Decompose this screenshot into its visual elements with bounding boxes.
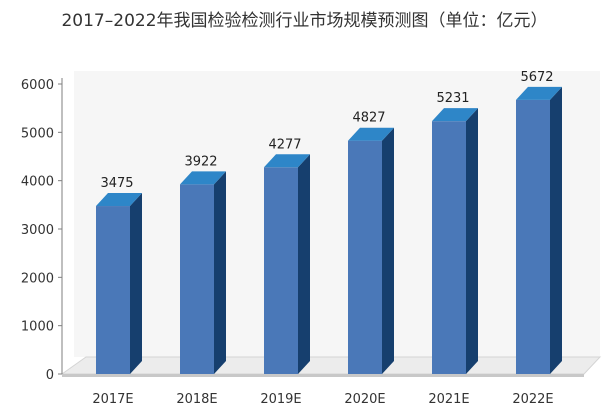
bar-side: [298, 154, 310, 374]
y-tick-label: 3000: [21, 223, 54, 238]
bar-top: [432, 108, 478, 122]
x-tick-label: 2021E: [428, 392, 469, 407]
x-tick-label: 2020E: [344, 392, 385, 407]
y-tick-label: 1000: [21, 320, 54, 335]
bar-top: [348, 127, 394, 141]
y-tick-label: 5000: [21, 126, 54, 141]
bar-side: [382, 127, 394, 374]
data-label: 4277: [268, 137, 301, 152]
bar-side: [550, 86, 562, 374]
data-label: 5672: [520, 70, 553, 85]
chart-title: 2017–2022年我国检验检测行业市场规模预测图（单位：亿元）: [61, 11, 548, 31]
bar: [348, 140, 382, 374]
bar-side: [214, 171, 226, 374]
bar-series: [96, 86, 562, 374]
data-label: 3475: [100, 176, 133, 191]
x-tick-label: 2019E: [260, 392, 301, 407]
bar-top: [516, 86, 562, 100]
bar: [432, 121, 466, 374]
plot-floor-front: [62, 374, 584, 377]
x-axis: 2017E 2018E 2019E 2020E 2021E 2022E: [92, 392, 553, 407]
y-tick-label: 4000: [21, 175, 54, 190]
data-label: 5231: [436, 91, 469, 106]
bar-top: [96, 193, 142, 207]
y-tick-label: 0: [46, 368, 54, 383]
bar-side: [130, 193, 142, 374]
x-tick-label: 2022E: [512, 392, 553, 407]
bar: [264, 167, 298, 374]
data-labels: 3475 3922 4277 4827 5231 5672: [100, 70, 553, 191]
bar-top: [264, 154, 310, 168]
bar-side: [466, 108, 478, 374]
data-label: 4827: [352, 111, 385, 126]
bar: [516, 99, 550, 374]
x-tick-label: 2017E: [92, 392, 133, 407]
y-tick-label: 2000: [21, 271, 54, 286]
y-tick-label: 6000: [21, 78, 54, 93]
data-label: 3922: [184, 154, 217, 169]
y-axis: 0 1000 2000 3000 4000 5000 6000: [21, 78, 63, 383]
bar: [180, 184, 214, 374]
bar: [96, 206, 130, 374]
x-tick-label: 2018E: [176, 392, 217, 407]
bar-top: [180, 171, 226, 185]
